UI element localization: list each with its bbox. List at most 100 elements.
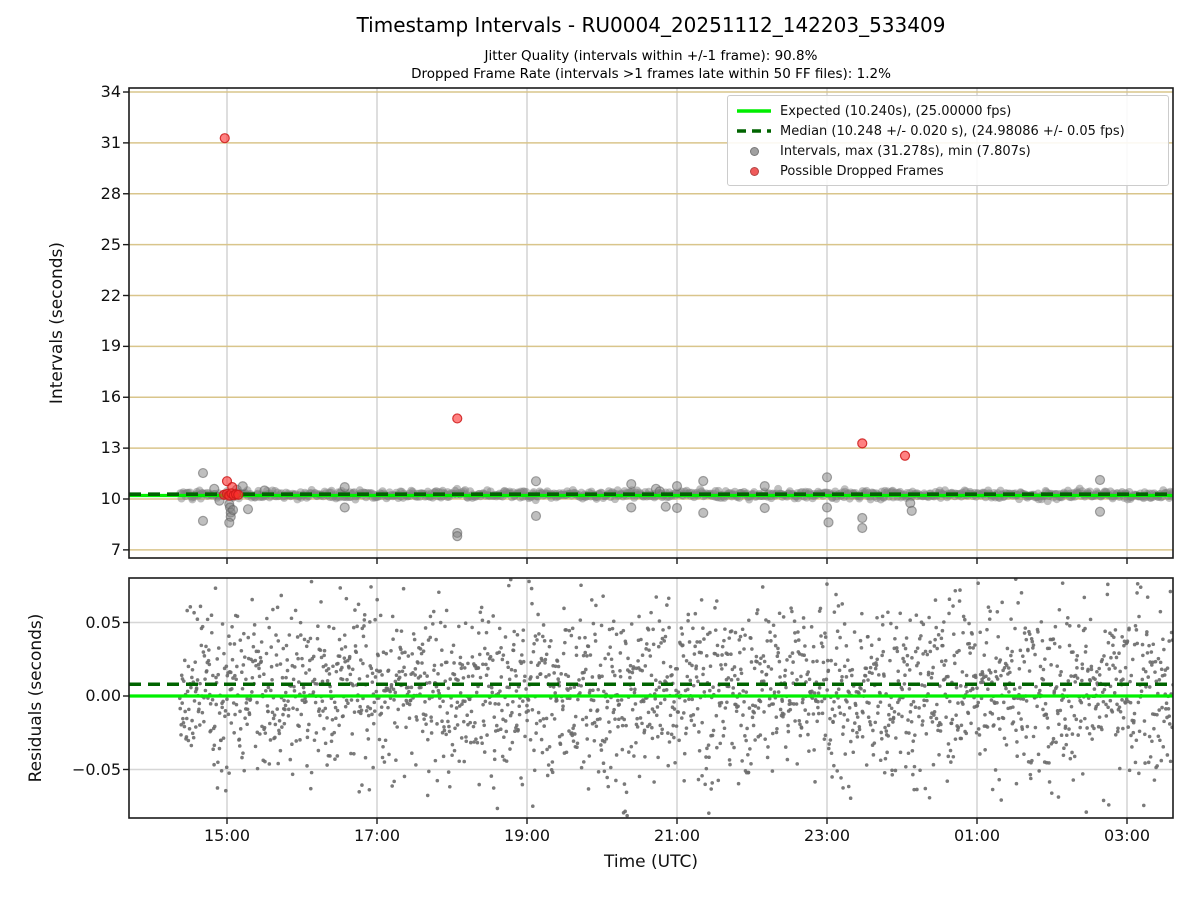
residual-point: [969, 721, 973, 726]
residual-point: [807, 749, 811, 753]
residual-point: [277, 728, 281, 733]
residual-point: [479, 605, 484, 610]
residual-point: [275, 663, 279, 667]
y-tick-label: 34: [100, 82, 121, 101]
residual-point: [1008, 670, 1012, 675]
residual-point: [500, 754, 505, 759]
residual-point: [199, 643, 204, 648]
residual-point: [1083, 626, 1087, 631]
residual-point: [774, 730, 779, 735]
residual-point: [698, 640, 702, 644]
legend-dot-icon: [728, 146, 780, 156]
residual-point: [507, 677, 512, 682]
residual-point: [211, 747, 215, 752]
residual-point: [823, 635, 828, 639]
residual-point: [746, 770, 751, 775]
residual-point: [516, 727, 520, 732]
residual-point: [227, 634, 231, 639]
interval-outlier-point: [823, 517, 834, 528]
residual-point: [469, 709, 474, 714]
residual-point: [432, 663, 437, 668]
residual-point: [861, 679, 866, 683]
residual-point: [986, 605, 991, 609]
residual-point: [507, 685, 512, 690]
residual-point: [699, 650, 704, 655]
residual-point: [419, 685, 423, 690]
residual-point: [1102, 687, 1107, 692]
residual-point: [1056, 795, 1061, 799]
residual-point: [605, 775, 609, 780]
residual-point: [186, 664, 191, 669]
residual-point: [788, 654, 792, 659]
residual-point: [1109, 655, 1113, 660]
residual-point: [633, 702, 638, 706]
residual-point: [951, 754, 956, 759]
residual-point: [1147, 734, 1152, 739]
residual-point: [1054, 685, 1059, 689]
residual-point: [457, 624, 461, 629]
residual-point: [1070, 750, 1074, 755]
residual-point: [1105, 592, 1110, 597]
residual-point: [225, 697, 229, 702]
residual-point: [547, 744, 552, 749]
residual-point: [392, 721, 397, 725]
residual-point: [1164, 701, 1169, 706]
residual-point: [672, 700, 676, 704]
residual-point: [1117, 705, 1122, 709]
residual-point: [424, 722, 428, 726]
residual-point: [414, 763, 418, 767]
residual-point: [617, 717, 621, 722]
residual-point: [823, 733, 828, 738]
residual-point: [217, 746, 222, 751]
residual-point: [829, 751, 834, 756]
residual-point: [320, 699, 325, 703]
residual-point: [1111, 643, 1115, 648]
residual-point: [880, 653, 884, 658]
residual-point: [1068, 623, 1072, 628]
residual-point: [344, 698, 349, 703]
residual-point: [1027, 669, 1032, 673]
residual-point: [370, 671, 375, 676]
residual-point: [307, 668, 312, 672]
residual-point: [1111, 663, 1115, 668]
residual-point: [998, 658, 1003, 662]
residual-point: [575, 741, 580, 746]
residual-point: [256, 649, 261, 654]
residual-point: [1100, 727, 1104, 732]
residual-point: [694, 664, 699, 668]
residual-point: [904, 636, 909, 640]
dropped-frame-point: [233, 489, 244, 500]
residual-point: [368, 620, 372, 624]
residual-point: [912, 787, 916, 792]
residual-point: [983, 712, 987, 717]
residual-point: [1127, 768, 1132, 773]
residual-point: [1151, 642, 1156, 647]
residual-point: [330, 717, 335, 722]
residual-point: [397, 675, 402, 680]
residual-point: [741, 689, 745, 693]
residual-point: [770, 769, 775, 773]
residual-point: [879, 730, 883, 735]
residual-point: [237, 737, 242, 742]
residual-point: [681, 643, 685, 648]
residual-point: [668, 664, 673, 669]
residual-point: [925, 698, 929, 703]
dropped-frame-point: [857, 438, 868, 449]
residual-point: [192, 699, 197, 703]
residual-point: [600, 674, 604, 679]
residual-point: [1142, 732, 1147, 737]
residual-point: [1162, 719, 1166, 724]
residual-point: [203, 688, 208, 693]
residual-point: [859, 686, 863, 691]
residual-point: [223, 788, 228, 793]
residual-point: [1017, 666, 1022, 671]
residual-point: [203, 677, 207, 681]
residual-point: [198, 681, 202, 686]
residual-point: [295, 635, 300, 639]
residual-point: [928, 640, 932, 645]
residual-point: [809, 625, 814, 629]
residual-point: [941, 643, 945, 648]
residual-point: [459, 666, 464, 671]
residual-point: [277, 731, 282, 736]
residual-point: [880, 736, 884, 741]
